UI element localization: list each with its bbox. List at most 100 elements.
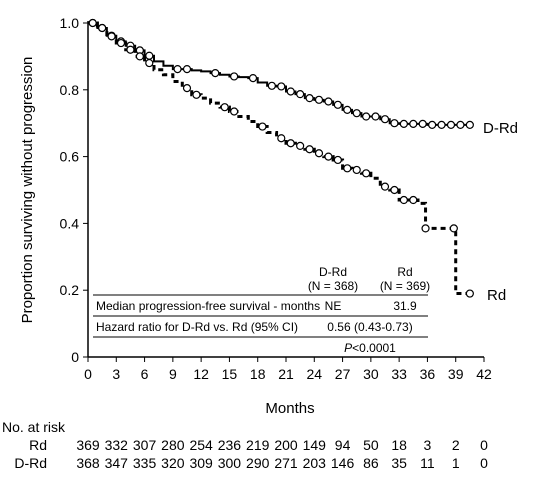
risk-value-d-rd: 300 (218, 455, 242, 471)
risk-value-d-rd: 290 (246, 455, 270, 471)
table-p-value: P<0.0001 (344, 341, 396, 355)
censor-mark-rd (465, 289, 474, 298)
censor-mark-rd (258, 122, 267, 131)
risk-value-d-rd: 86 (363, 455, 379, 471)
censor-mark-d-rd (399, 119, 408, 128)
risk-value-d-rd: 309 (189, 455, 213, 471)
censor-mark-d-rd (182, 64, 192, 74)
risk-value-d-rd: 0 (480, 455, 488, 471)
x-tick-label: 15 (222, 366, 238, 382)
y-tick-label: 0.2 (60, 282, 80, 298)
censor-mark-d-rd (248, 74, 258, 83)
x-axis-title: Months (265, 400, 314, 417)
x-tick-label: 21 (278, 366, 294, 382)
y-tick-label: 0.4 (60, 215, 80, 231)
risk-value-d-rd: 335 (133, 455, 157, 471)
risk-value-rd: 3 (424, 437, 432, 453)
axes: 0 3 6 9 12 15 18 21 24 27 30 33 36 39 4200.20.40.60.81… (60, 15, 492, 382)
risk-value-rd: 280 (161, 437, 185, 453)
summary-table: D-Rd (N = 368) Rd (N = 369) Median progr… (93, 265, 430, 355)
risk-value-rd: 0 (480, 437, 488, 453)
p-letter: P (344, 341, 352, 355)
risk-value-rd: 369 (76, 437, 100, 453)
risk-value-rd: 332 (105, 437, 129, 453)
y-tick-label: 0.8 (60, 82, 80, 98)
x-tick-label: 39 (448, 366, 464, 382)
risk-value-rd: 236 (218, 437, 242, 453)
censor-mark-rd (277, 134, 286, 143)
x-tick-label: 3 (112, 366, 120, 382)
risk-value-rd: 149 (303, 437, 327, 453)
censor-mark-d-rd (465, 120, 474, 129)
censor-mark-rd (343, 164, 352, 173)
risk-table-title: No. at risk (2, 419, 66, 435)
risk-value-rd: 94 (335, 437, 351, 453)
risk-value-rd: 307 (133, 437, 157, 453)
y-tick-label: 0 (71, 349, 79, 365)
censor-mark-d-rd (145, 51, 154, 60)
censor-mark-d-rd (418, 119, 427, 128)
x-tick-label: 42 (476, 366, 492, 382)
censor-mark-d-rd (324, 97, 333, 106)
risk-value-rd: 200 (274, 437, 298, 453)
censor-mark-rd (390, 185, 399, 195)
censor-mark-rd (362, 169, 371, 178)
y-tick-label: 1.0 (60, 15, 80, 31)
y-axis-title: Proportion surviving without progression (19, 57, 36, 324)
risk-value-d-rd: 320 (161, 455, 185, 471)
censor-mark-d-rd (446, 120, 456, 129)
y-tick-label: 0.6 (60, 149, 80, 165)
censor-mark-rd (449, 224, 458, 233)
risk-row-label-d-rd: D-Rd (14, 455, 47, 471)
table-row-hr-label: Hazard ratio for D-Rd vs. Rd (95% CI) (96, 320, 298, 334)
x-tick-label: 33 (391, 366, 407, 382)
censor-mark-rd (314, 149, 324, 158)
censor-mark-rd (145, 58, 154, 68)
risk-value-rd: 219 (246, 437, 270, 453)
censor-mark-rd (98, 23, 107, 33)
table-row-median-rd: 31.9 (393, 299, 417, 313)
censor-mark-rd (305, 145, 314, 154)
risk-value-rd: 254 (189, 437, 213, 453)
censor-mark-d-rd (267, 81, 276, 90)
x-tick-label: 18 (250, 366, 266, 382)
risk-value-d-rd: 271 (274, 455, 298, 471)
risk-value-rd: 18 (391, 437, 407, 453)
risk-value-d-rd: 35 (391, 455, 407, 471)
series-label-rd: Rd (487, 287, 506, 304)
censor-mark-rd (116, 38, 126, 48)
x-tick-label: 12 (193, 366, 209, 382)
censor-mark-rd (182, 84, 192, 93)
censor-mark-rd (230, 107, 239, 116)
censor-mark-d-rd (173, 64, 182, 74)
censor-mark-rd (380, 182, 390, 191)
censor-mark-d-rd (277, 82, 286, 91)
censor-mark-d-rd (333, 100, 342, 109)
censor-mark-d-rd (428, 120, 437, 129)
risk-row-label-rd: Rd (29, 437, 47, 453)
censor-mark-d-rd (211, 68, 220, 78)
censor-mark-rd (399, 195, 408, 205)
censor-mark-d-rd (352, 109, 361, 118)
censor-mark-rd (135, 52, 144, 61)
table-header-d-rd-line2: (N = 368) (308, 279, 358, 293)
x-tick-label: 6 (141, 366, 149, 382)
risk-value-d-rd: 11 (420, 455, 435, 471)
table-header-d-rd-line1: D-Rd (319, 265, 347, 279)
censor-mark-d-rd (296, 90, 305, 99)
censor-mark-rd (409, 195, 418, 205)
x-tick-label: 9 (169, 366, 177, 382)
table-row-median-label: Median progression-free survival - month… (96, 299, 320, 313)
censor-mark-rd (192, 90, 201, 99)
censor-mark-d-rd (362, 112, 371, 121)
censor-mark-rd (333, 155, 342, 165)
censor-mark-d-rd (230, 72, 239, 81)
censor-mark-d-rd (305, 94, 314, 103)
risk-value-d-rd: 203 (303, 455, 327, 471)
p-rest: <0.0001 (352, 341, 396, 355)
censor-mark-d-rd (456, 120, 465, 129)
censor-mark-rd (88, 18, 97, 28)
table-header-rd-line2: (N = 369) (380, 279, 430, 293)
censor-mark-rd (296, 141, 305, 151)
